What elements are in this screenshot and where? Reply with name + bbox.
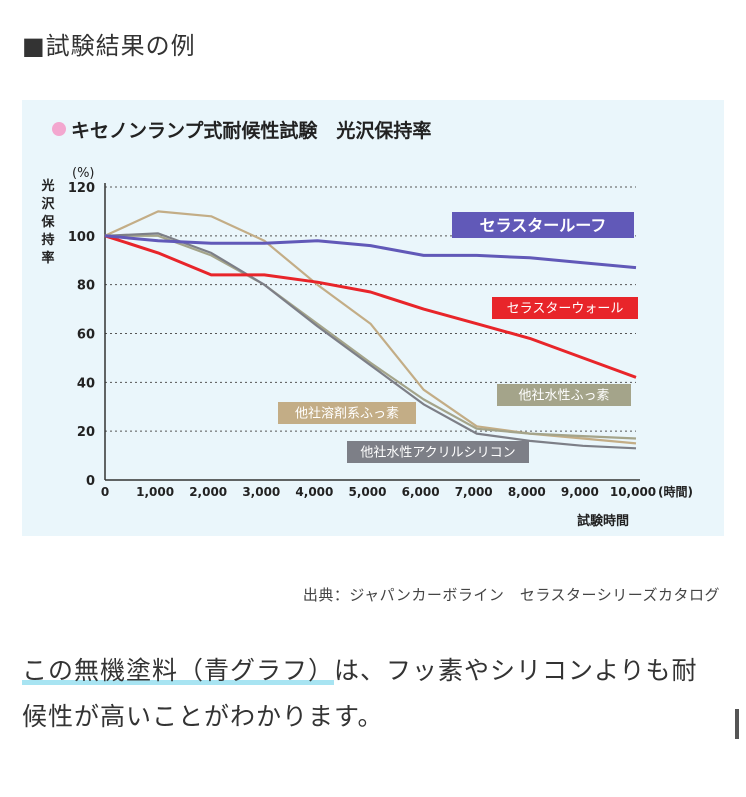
body-paragraph: この無機塗料（青グラフ）は、フッ素やシリコンよりも耐候性が高いことがわかります。 <box>22 648 722 740</box>
y-unit-label: (%) <box>72 166 95 181</box>
x-tick-label: 10,000 <box>610 485 656 499</box>
chart-title: キセノンランプ式耐候性試験 光沢保持率 <box>71 119 431 142</box>
y-axis-label-char: 率 <box>41 250 54 266</box>
y-tick-label: 120 <box>68 181 95 196</box>
highlighted-phrase: この無機塗料（青グラフ） <box>22 656 335 685</box>
y-axis-label-char: 保 <box>40 214 55 230</box>
y-tick-label: 100 <box>68 230 95 245</box>
x-tick-label: 8,000 <box>508 485 546 499</box>
y-axis-label-char: 光 <box>40 178 54 194</box>
series-line-acryl_silicon <box>104 232 637 450</box>
weathering-test-chart: キセノンランプ式耐候性試験 光沢保持率 (%) 光沢保持率 0 20 40 60 80 100 1… <box>22 100 724 536</box>
series-label-fluoro_solvent: 他社溶剤系ふっ素 <box>295 406 399 422</box>
y-tick-label: 0 <box>86 474 95 489</box>
x-tick-label: 3,000 <box>242 485 280 499</box>
section-heading: ■試験結果の例 <box>22 32 196 60</box>
y-tick-label: 80 <box>77 279 95 294</box>
x-tick-label: 1,000 <box>136 485 174 499</box>
series-line-fluoro_water <box>105 234 637 440</box>
series-label-box-wall <box>492 297 638 319</box>
x-axis-label: 試験時間 <box>577 513 629 529</box>
x-tick-label: 4,000 <box>295 485 333 499</box>
chart-canvas: キセノンランプ式耐候性試験 光沢保持率 (%) 光沢保持率 0 20 40 60 80 100 1… <box>40 119 693 529</box>
series-label-box-fluoro_solvent <box>278 402 416 424</box>
series-label-box-fluoro_water <box>497 384 631 406</box>
scroll-indicator[interactable] <box>735 709 739 739</box>
source-citation: 出典：ジャパンカーボライン セラスターシリーズカタログ <box>302 586 720 604</box>
title-dot-icon <box>52 122 66 136</box>
y-axis-label-char: 持 <box>41 232 54 248</box>
x-tick-label: 6,000 <box>402 485 440 499</box>
series-label-wall: セラスターウォール <box>507 302 624 317</box>
series-label-fluoro_water: 他社水性ふっ素 <box>518 388 609 404</box>
x-tick-label: 0 <box>101 485 109 499</box>
series-label-box-acryl_silicon <box>347 441 529 463</box>
y-tick-label: 40 <box>77 376 95 391</box>
y-tick-label: 60 <box>77 328 95 343</box>
series-label-roof: セラスタールーフ <box>480 216 607 235</box>
x-tick-label: 5,000 <box>349 485 387 499</box>
y-axis-label-char: 沢 <box>41 196 55 212</box>
body-text-rest: は、フッ素やシリコンよりも耐候性が高いことがわかります。 <box>22 656 698 731</box>
x-tick-label: 7,000 <box>455 485 493 499</box>
series-line-wall <box>104 234 637 379</box>
x-unit-label: (時間) <box>658 484 693 499</box>
x-tick-label: 2,000 <box>189 485 227 499</box>
series-line-roof <box>104 234 637 270</box>
series-label-acryl_silicon: 他社水性アクリルシリコン <box>360 445 515 461</box>
x-tick-label: 9,000 <box>561 485 599 499</box>
y-tick-label: 20 <box>77 425 95 440</box>
series-label-box-roof <box>452 212 634 238</box>
